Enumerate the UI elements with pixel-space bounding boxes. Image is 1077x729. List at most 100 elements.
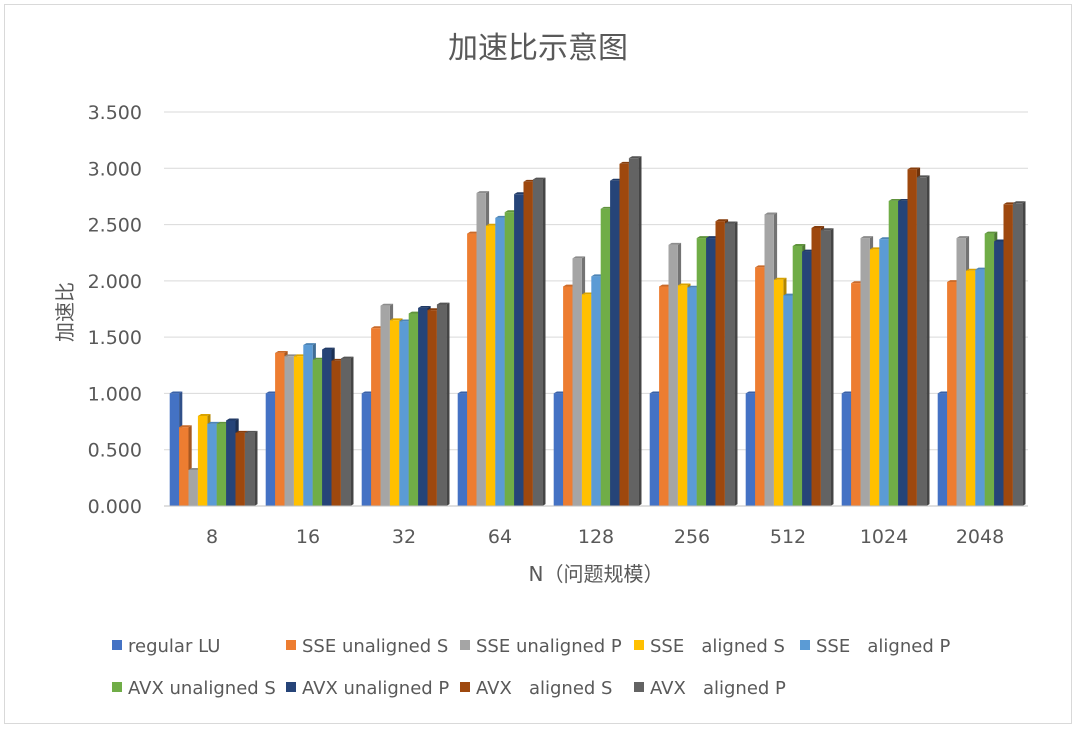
bar-front bbox=[486, 226, 495, 506]
legend-item: SSE unaligned S bbox=[286, 636, 448, 657]
bar-front bbox=[533, 180, 542, 506]
bar bbox=[437, 303, 450, 506]
bar-side bbox=[254, 431, 257, 506]
bar-front bbox=[812, 228, 821, 506]
legend-swatch bbox=[634, 640, 644, 650]
bar bbox=[629, 156, 642, 506]
bar-front bbox=[898, 201, 907, 506]
bar bbox=[725, 222, 738, 506]
bar-front bbox=[755, 267, 764, 506]
bar-front bbox=[697, 238, 706, 506]
bar-front bbox=[198, 416, 207, 506]
x-tick-label: 128 bbox=[578, 526, 614, 548]
bar-front bbox=[313, 360, 322, 506]
bar-front bbox=[659, 286, 668, 506]
bar-front bbox=[266, 393, 275, 506]
bar-front bbox=[371, 328, 380, 506]
bar-front bbox=[362, 393, 371, 506]
bar-front bbox=[725, 223, 734, 506]
bar-front bbox=[821, 230, 830, 506]
legend-swatch bbox=[112, 682, 122, 692]
legend-item: AVX aligned S bbox=[460, 678, 613, 699]
x-tick-label: 1024 bbox=[860, 526, 908, 548]
bars bbox=[170, 156, 1026, 506]
y-tick-label: 3.500 bbox=[88, 102, 142, 124]
bar-front bbox=[467, 234, 476, 506]
y-tick-label: 3.000 bbox=[88, 158, 142, 180]
bar bbox=[917, 175, 930, 506]
bar-front bbox=[399, 321, 408, 506]
bar-front bbox=[870, 249, 879, 506]
bar-front bbox=[908, 169, 917, 506]
bar-side bbox=[926, 175, 929, 506]
legend-label: AVX unaligned P bbox=[302, 678, 449, 699]
bar-front bbox=[477, 193, 486, 506]
bar-front bbox=[975, 270, 984, 506]
bar-front bbox=[458, 393, 467, 506]
legend-label: SSE unaligned P bbox=[476, 636, 622, 657]
legend-item: regular LU bbox=[112, 636, 220, 657]
bar-front bbox=[842, 393, 851, 506]
bar-front bbox=[285, 356, 294, 506]
bar-front bbox=[851, 283, 860, 506]
bar-front bbox=[275, 353, 284, 506]
bar-front bbox=[1004, 204, 1013, 506]
bar-front bbox=[582, 294, 591, 506]
legend-swatch bbox=[460, 640, 470, 650]
bar-front bbox=[746, 393, 755, 506]
y-tick-label: 0.000 bbox=[88, 496, 142, 518]
bar-front bbox=[505, 212, 514, 506]
bar-front bbox=[629, 158, 638, 506]
bar bbox=[1013, 201, 1026, 506]
bar-front bbox=[793, 246, 802, 506]
bar-front bbox=[322, 350, 331, 506]
bar-front bbox=[554, 393, 563, 506]
bar-front bbox=[957, 238, 966, 506]
legend-label: AVX unaligned S bbox=[128, 678, 276, 699]
bar-front bbox=[573, 258, 582, 506]
bar-front bbox=[687, 288, 696, 506]
bar bbox=[341, 357, 354, 506]
legend-label: SSE aligned S bbox=[650, 636, 785, 657]
y-tick-label: 2.500 bbox=[88, 215, 142, 237]
y-tick-label: 0.500 bbox=[88, 440, 142, 462]
legend-item: AVX unaligned P bbox=[286, 678, 449, 699]
bar-front bbox=[1013, 203, 1022, 506]
bar-front bbox=[650, 393, 659, 506]
x-tick-label: 32 bbox=[392, 526, 416, 548]
legend-swatch bbox=[634, 682, 644, 692]
bar-front bbox=[437, 304, 446, 506]
bar-side bbox=[830, 228, 833, 506]
x-tick-label: 64 bbox=[488, 526, 512, 548]
bar-front bbox=[985, 234, 994, 506]
bar-front bbox=[765, 214, 774, 506]
bar-side bbox=[542, 178, 545, 506]
bar-front bbox=[418, 308, 427, 506]
y-tick-label: 1.500 bbox=[88, 327, 142, 349]
bar-front bbox=[207, 424, 216, 506]
x-axis-title: N（问题规模） bbox=[529, 562, 664, 586]
bar-front bbox=[966, 271, 975, 506]
legend-swatch bbox=[286, 682, 296, 692]
bar-front bbox=[381, 306, 390, 506]
legend-item: AVX aligned P bbox=[634, 678, 786, 699]
bar-front bbox=[179, 427, 188, 506]
bar-front bbox=[217, 424, 226, 506]
bar-front bbox=[802, 252, 811, 506]
bar-front bbox=[879, 239, 888, 506]
legend-label: SSE unaligned S bbox=[302, 636, 448, 657]
bar-front bbox=[170, 393, 179, 506]
legend-label: SSE aligned P bbox=[816, 636, 950, 657]
bar-front bbox=[783, 295, 792, 506]
bar-front bbox=[938, 393, 947, 506]
y-axis-ticks: 0.000 0.500 1.000 1.500 2.000 2.500 3.000 3.500 bbox=[88, 102, 142, 518]
legend-label: AVX aligned S bbox=[476, 678, 613, 699]
x-axis-ticks: 8 16 32 64 128 256 512 1024 2048 bbox=[206, 526, 1004, 548]
bar-front bbox=[514, 194, 523, 506]
bar-front bbox=[332, 361, 341, 506]
bar-front bbox=[428, 310, 437, 506]
bar-side bbox=[1022, 201, 1025, 506]
bar bbox=[245, 431, 258, 506]
bar-front bbox=[294, 356, 303, 506]
